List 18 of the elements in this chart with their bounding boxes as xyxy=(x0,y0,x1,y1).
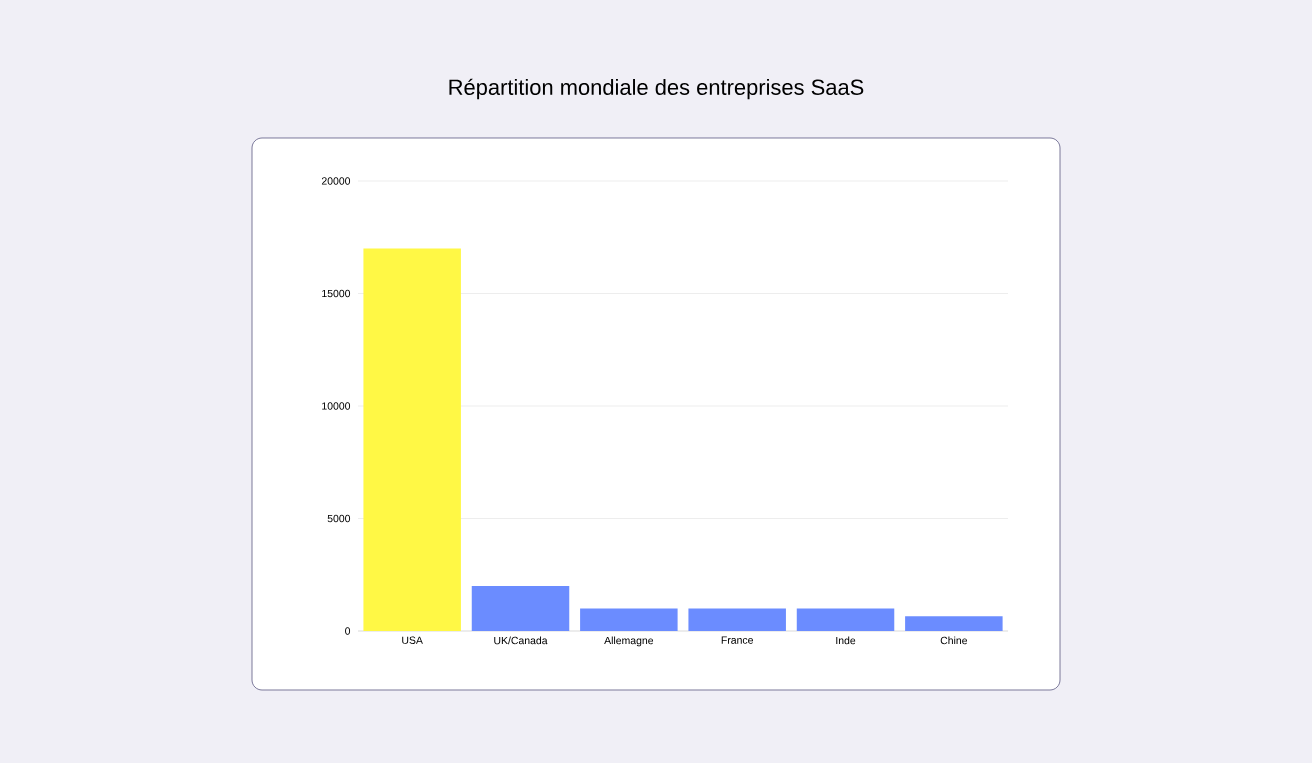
bar xyxy=(796,608,895,631)
x-tick-label: Chine xyxy=(940,636,968,645)
bar xyxy=(471,586,570,631)
x-tick-label: Allemagne xyxy=(604,636,654,647)
y-tick-label: 10000 xyxy=(322,402,351,410)
x-tick-label: UK/Canada xyxy=(494,636,548,645)
bar xyxy=(688,608,786,631)
y-tick-label: 15000 xyxy=(322,289,351,298)
y-tick-label: 20000 xyxy=(321,177,351,185)
y-tick-label: 0 xyxy=(345,627,351,635)
chart-title: Répartition mondiale des entreprises SaaS xyxy=(449,78,864,100)
bar xyxy=(363,248,461,631)
x-tick-label: Inde xyxy=(836,636,856,645)
x-tick-label: France xyxy=(721,636,753,644)
y-tick-label: 5000 xyxy=(327,514,351,523)
x-tick-label: USA xyxy=(402,636,423,644)
bar xyxy=(580,608,678,631)
bar xyxy=(905,616,1003,631)
